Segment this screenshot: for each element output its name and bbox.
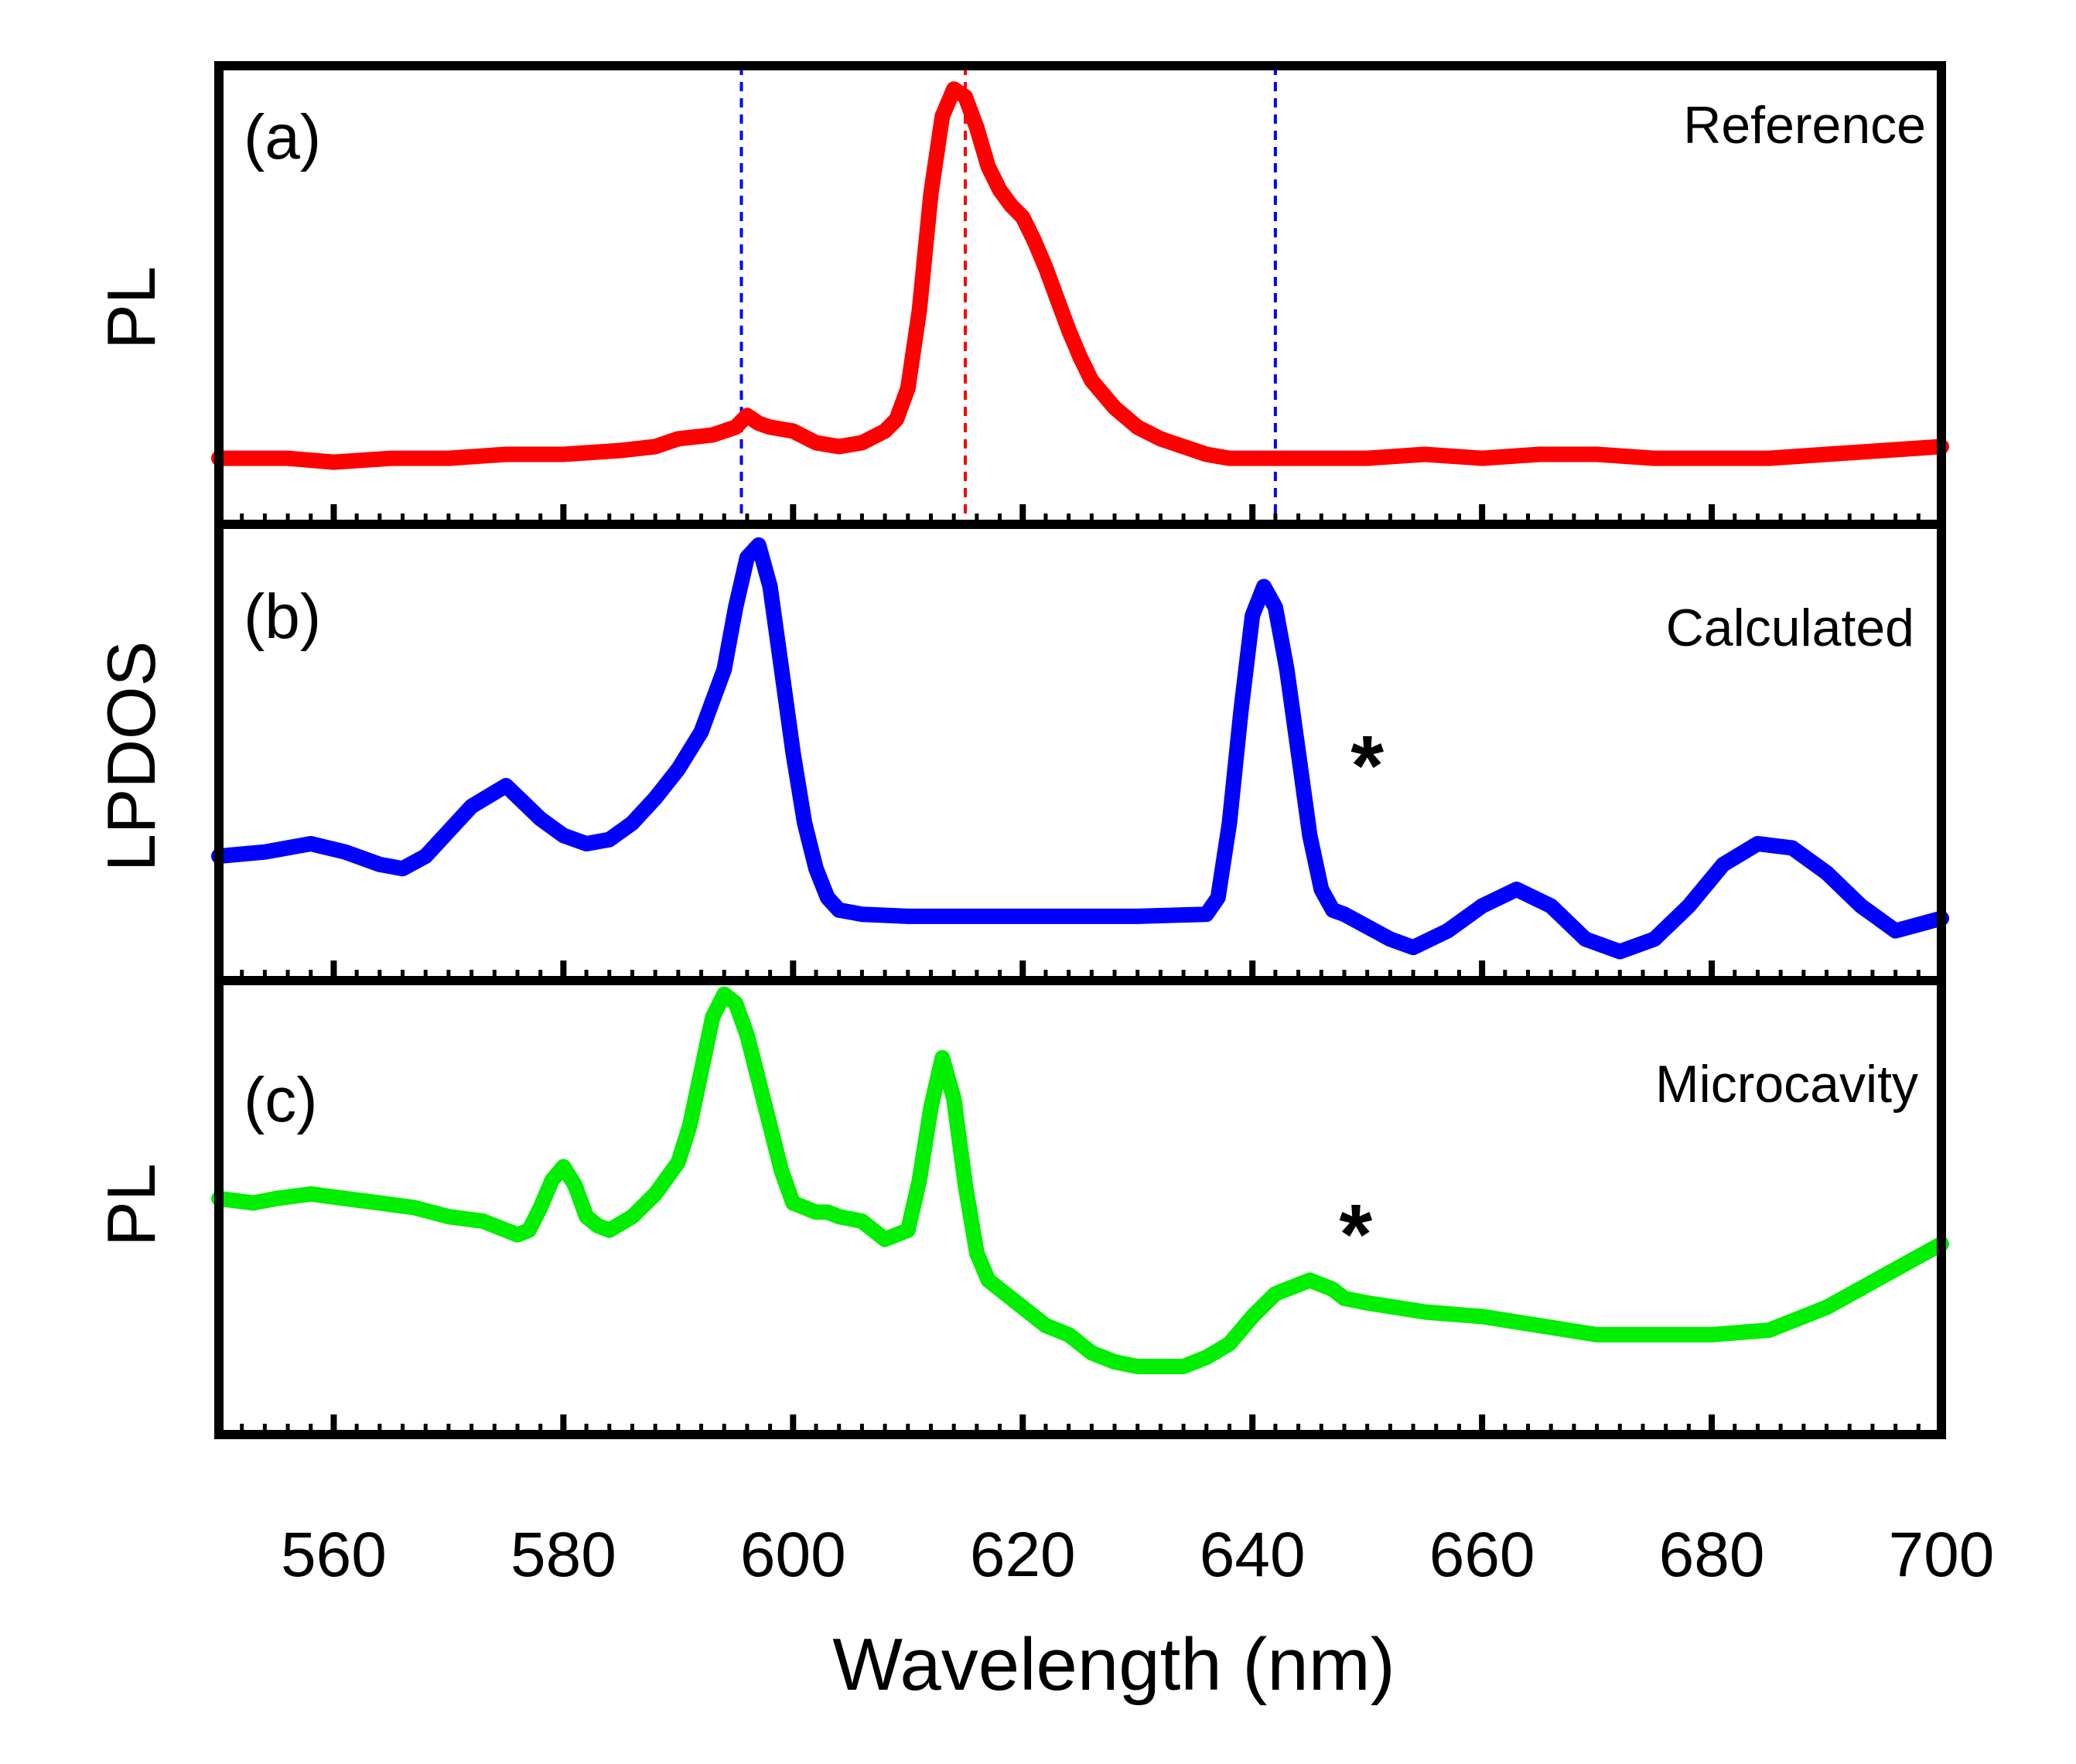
x-tick-label-600: 600	[740, 1520, 846, 1590]
y-axis-label-c: PL	[93, 1163, 169, 1247]
x-tick-label-640: 640	[1200, 1520, 1306, 1590]
annotation-reference: Reference	[1683, 96, 1926, 155]
x-axis-label: Wavelength (nm)	[832, 1623, 1395, 1706]
plot-frame	[214, 61, 1946, 1439]
asterisk-marker-b: *	[1350, 718, 1384, 814]
x-tick-label-700: 700	[1889, 1520, 1995, 1590]
x-tick-label-680: 680	[1659, 1520, 1765, 1590]
panel-label-a: (a)	[244, 102, 321, 172]
panel-label-c: (c)	[244, 1065, 318, 1135]
series-line-c-0	[211, 986, 1949, 1374]
series-line-a-0	[211, 81, 1949, 470]
annotation-calculated: Calculated	[1666, 599, 1914, 657]
asterisk-marker-c: *	[1339, 1187, 1372, 1282]
annotation-microcavity: Microcavity	[1655, 1055, 1918, 1114]
tick-marks-c	[217, 1414, 1945, 1435]
panel-label-b: (b)	[244, 582, 321, 652]
x-tick-label-660: 660	[1429, 1520, 1535, 1590]
panels-layer: 560 580 600 620 640 660 680 700	[211, 61, 1995, 1590]
x-tick-label-620: 620	[970, 1520, 1076, 1590]
series-line-b-0	[211, 537, 1949, 960]
x-tick-label-580: 580	[510, 1520, 616, 1590]
x-tick-label-560: 560	[281, 1520, 387, 1590]
y-axis-label-a: PL	[93, 266, 169, 350]
y-axis-label-b: LPDOS	[93, 641, 169, 872]
